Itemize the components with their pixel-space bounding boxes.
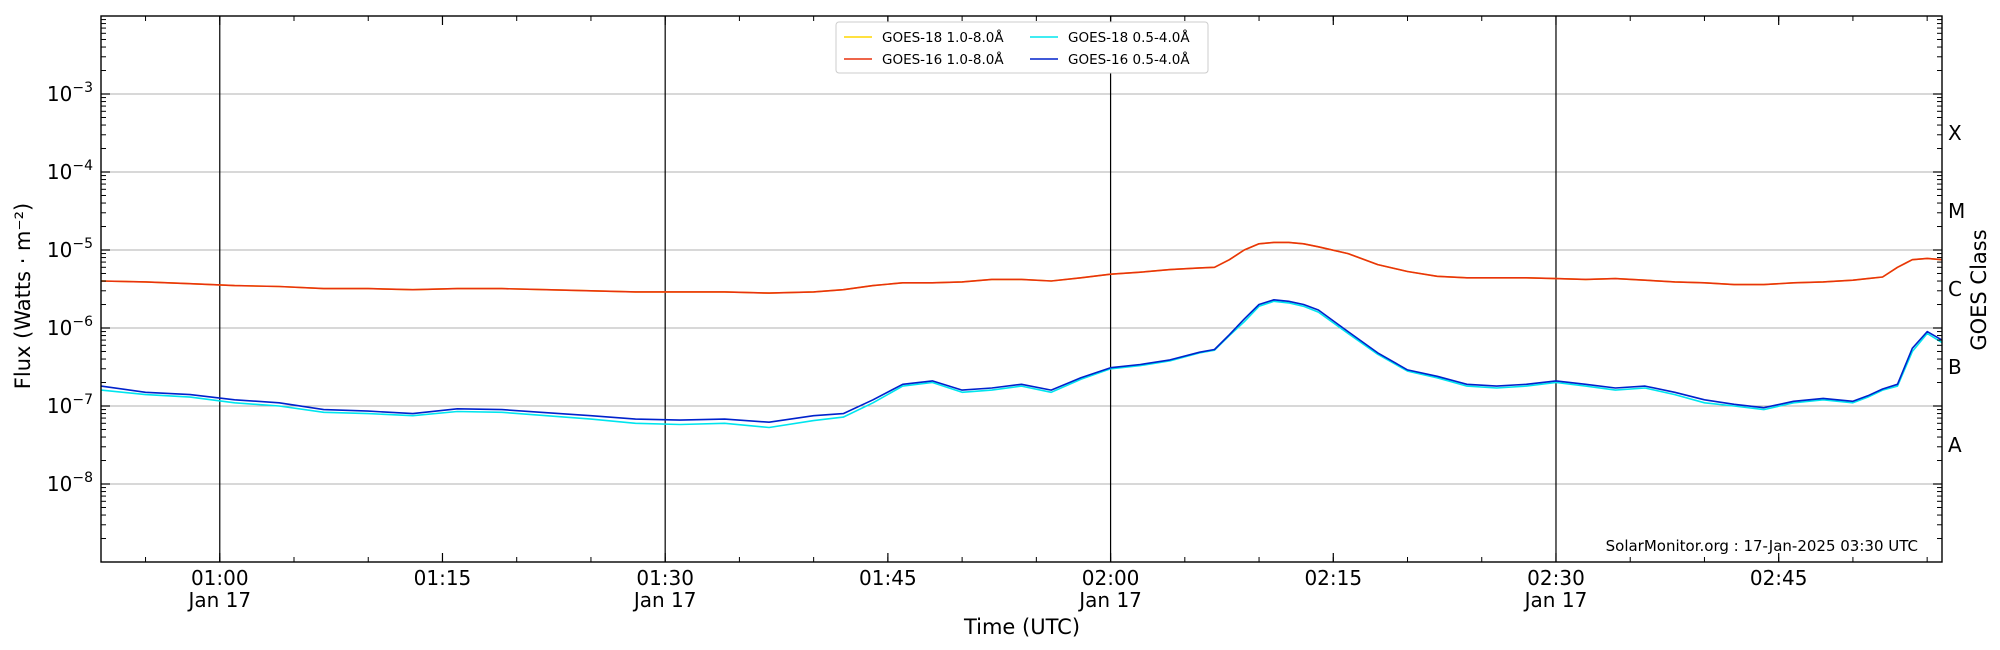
y-tick-label: 10−5 <box>47 236 93 262</box>
goes-class-labels: X M C B A <box>1948 121 1965 457</box>
series-line-3 <box>100 298 1943 424</box>
x-tick-date-label: Jan 17 <box>1077 588 1142 612</box>
credit-annotation: SolarMonitor.org : 17-Jan-2025 03:30 UTC <box>1606 537 1918 555</box>
x-tick-label: 01:00 <box>191 566 249 590</box>
legend-entry: GOES-16 1.0-8.0Å <box>882 51 1004 68</box>
legend: GOES-18 1.0-8.0Å GOES-16 1.0-8.0Å GOES-18 … <box>835 21 1209 74</box>
axis-ticks <box>101 16 1942 562</box>
legend-box <box>835 21 1209 74</box>
x-axis-label: Time (UTC) <box>963 615 1080 639</box>
y-tick-label: 10−8 <box>47 470 93 496</box>
day-boundary-lines <box>219 16 1557 562</box>
y-tick-label: 10−7 <box>47 392 93 418</box>
plot-frame <box>100 15 1943 563</box>
series-line-2 <box>100 300 1943 429</box>
x-tick-label: 01:30 <box>636 566 694 590</box>
x-tick-date-label: Jan 17 <box>632 588 697 612</box>
y-axis-label: Flux (Watts · m⁻²) <box>11 203 35 389</box>
goes-class-b: B <box>1948 355 1962 379</box>
legend-entry: GOES-16 0.5-4.0Å <box>1068 51 1190 68</box>
x-tick-label: 02:45 <box>1750 566 1808 590</box>
goes-class-c: C <box>1948 277 1962 301</box>
goes-class-x: X <box>1948 121 1962 145</box>
x-tick-date-label: Jan 17 <box>186 588 251 612</box>
legend-entry: GOES-18 0.5-4.0Å <box>1068 29 1190 46</box>
goes-class-a: A <box>1948 433 1962 457</box>
x-tick-label: 02:30 <box>1527 566 1585 590</box>
x-tick-date-label: Jan 17 <box>1523 588 1588 612</box>
y-tick-label: 10−4 <box>47 158 93 184</box>
x-tick-label: 01:45 <box>859 566 917 590</box>
y-tick-label: 10−3 <box>47 80 93 106</box>
goes-class-m: M <box>1948 199 1965 223</box>
series-line-1 <box>100 241 1943 294</box>
horizontal-grid <box>101 93 1942 485</box>
y-tick-label: 10−6 <box>47 314 93 340</box>
right-axis-label: GOES Class <box>1967 229 1991 350</box>
x-tick-label: 02:00 <box>1082 566 1140 590</box>
series-lines <box>100 241 1943 429</box>
legend-entry: GOES-18 1.0-8.0Å <box>882 29 1004 46</box>
x-tick-label: 01:15 <box>414 566 472 590</box>
x-tick-label: 02:15 <box>1304 566 1362 590</box>
y-tick-labels: 10−3 10−4 10−5 10−6 10−7 10−8 <box>47 80 93 496</box>
